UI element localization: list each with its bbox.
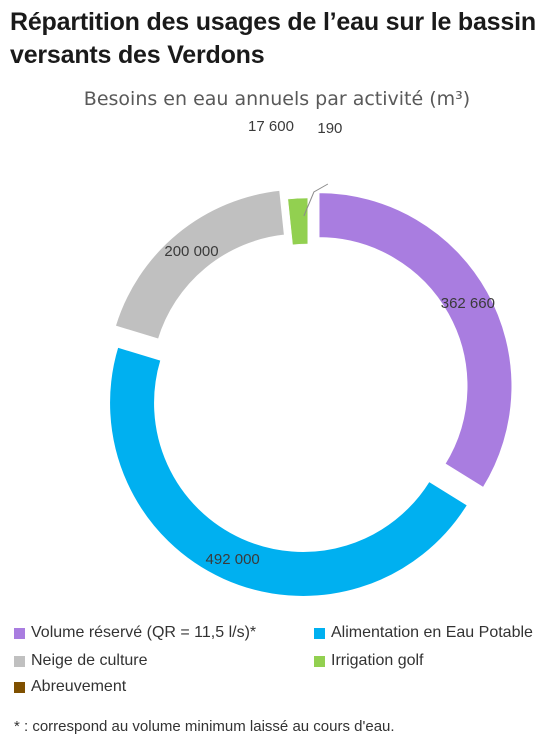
legend-swatch <box>314 655 325 667</box>
slice-data-label: 362 660 <box>441 295 495 312</box>
legend-swatch <box>314 627 325 639</box>
donut-slice <box>317 191 514 490</box>
donut-slice <box>287 197 309 246</box>
legend-item-volume-reserve: Volume réservé (QR = 11,5 l/s)* <box>14 624 256 642</box>
donut-chart: 362 660 492 000 200 000 17 600 190 <box>108 118 514 598</box>
page-title: Répartition des usages de l’eau sur le b… <box>10 8 536 69</box>
donut-slice <box>113 188 287 341</box>
legend-swatch <box>14 627 25 639</box>
slice-data-label: 492 000 <box>206 551 260 568</box>
legend-label: Volume réservé (QR = 11,5 l/s)* <box>31 624 257 641</box>
legend-swatch <box>14 655 25 667</box>
donut-slice <box>108 345 470 598</box>
leader-line <box>303 183 329 217</box>
legend-item-abreuvement: Abreuvement <box>14 678 126 696</box>
slice-data-label: 17 600 <box>248 118 294 135</box>
legend-label: Neige de culture <box>31 652 148 669</box>
slice-data-label: 200 000 <box>164 243 218 260</box>
legend-label: Alimentation en Eau Potable <box>331 624 533 641</box>
slice-data-label: 190 <box>317 120 342 137</box>
chart-title: Besoins en eau annuels par activité (m³) <box>83 88 471 110</box>
legend-item-irrigation-golf: Irrigation golf <box>314 652 424 670</box>
legend-label: Irrigation golf <box>331 652 424 669</box>
footnote: * : correspond au volume minimum laissé … <box>14 718 395 735</box>
legend-item-eau-potable: Alimentation en Eau Potable <box>314 624 533 642</box>
legend-swatch <box>14 681 25 693</box>
legend-label: Abreuvement <box>31 678 127 695</box>
legend-item-neige-culture: Neige de culture <box>14 652 148 670</box>
